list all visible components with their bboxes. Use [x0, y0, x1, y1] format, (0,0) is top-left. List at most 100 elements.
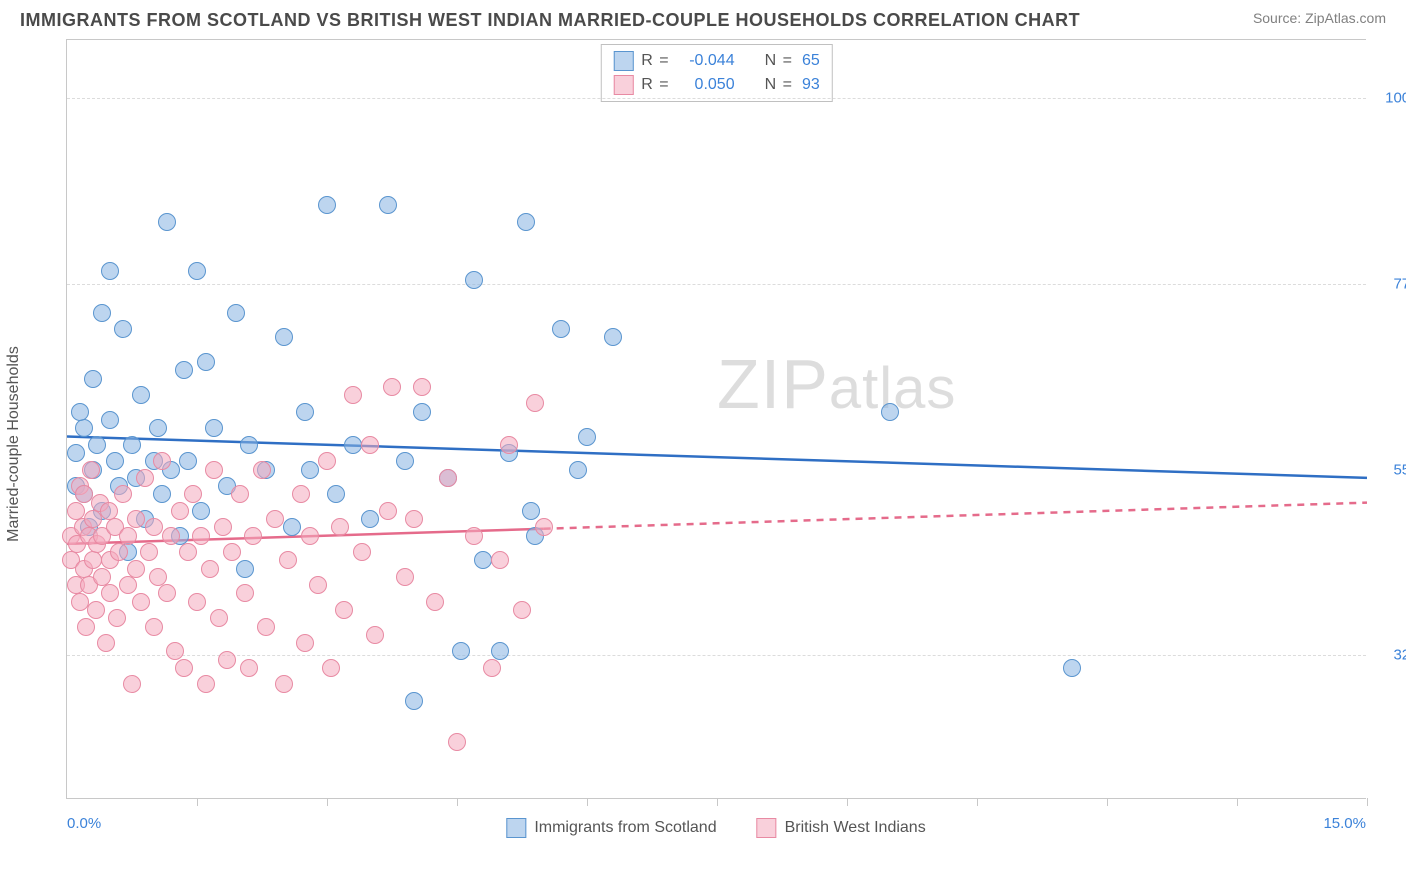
data-point [188, 593, 206, 611]
data-point [283, 518, 301, 536]
data-point [257, 618, 275, 636]
data-point [236, 560, 254, 578]
data-point [145, 618, 163, 636]
data-point [491, 642, 509, 660]
data-point [253, 461, 271, 479]
legend-stats: R = -0.044N = 65R = 0.050N = 93 [600, 44, 832, 102]
data-point [184, 485, 202, 503]
gridline [67, 284, 1366, 285]
x-tick [197, 798, 198, 806]
data-point [75, 419, 93, 437]
data-point [405, 692, 423, 710]
data-point [426, 593, 444, 611]
data-point [119, 527, 137, 545]
data-point [123, 436, 141, 454]
data-point [526, 394, 544, 412]
data-point [136, 469, 154, 487]
legend-label: British West Indians [785, 819, 926, 837]
data-point [140, 543, 158, 561]
y-tick-label: 32.5% [1376, 647, 1406, 664]
data-point [569, 461, 587, 479]
stat-R-value: -0.044 [679, 49, 735, 73]
data-point [552, 320, 570, 338]
data-point [244, 527, 262, 545]
data-point [301, 527, 319, 545]
stat-N-label: N = [765, 49, 794, 73]
x-tick [1367, 798, 1368, 806]
data-point [153, 452, 171, 470]
y-tick-label: 77.5% [1376, 275, 1406, 292]
data-point [82, 461, 100, 479]
data-point [166, 642, 184, 660]
data-point [448, 733, 466, 751]
data-point [77, 618, 95, 636]
data-point [97, 634, 115, 652]
x-tick [1237, 798, 1238, 806]
data-point [604, 328, 622, 346]
x-tick [327, 798, 328, 806]
data-point [578, 428, 596, 446]
legend-stat-row: R = 0.050 N = 93 [613, 73, 819, 97]
legend-item: British West Indians [757, 818, 926, 838]
data-point [149, 419, 167, 437]
data-point [106, 452, 124, 470]
data-point [366, 626, 384, 644]
gridline [67, 655, 1366, 656]
x-tick [977, 798, 978, 806]
stat-R-value: 0.050 [679, 73, 735, 97]
data-point [396, 568, 414, 586]
data-point [101, 262, 119, 280]
data-point [517, 213, 535, 231]
legend-swatch [757, 818, 777, 838]
data-point [158, 213, 176, 231]
data-point [379, 502, 397, 520]
data-point [474, 551, 492, 569]
data-point [158, 584, 176, 602]
data-point [344, 436, 362, 454]
data-point [88, 436, 106, 454]
data-point [327, 485, 345, 503]
stat-N-value: 93 [802, 73, 820, 97]
data-point [331, 518, 349, 536]
data-point [223, 543, 241, 561]
trend-lines [67, 40, 1367, 800]
data-point [153, 485, 171, 503]
data-point [301, 461, 319, 479]
data-point [535, 518, 553, 536]
data-point [205, 419, 223, 437]
x-min-label: 0.0% [67, 815, 101, 832]
legend-swatch [613, 51, 633, 71]
data-point [93, 304, 111, 322]
legend-swatch [613, 75, 633, 95]
gridline [67, 98, 1366, 99]
data-point [465, 527, 483, 545]
data-point [197, 353, 215, 371]
data-point [275, 675, 293, 693]
data-point [108, 609, 126, 627]
source-link[interactable]: ZipAtlas.com [1305, 10, 1386, 26]
data-point [110, 543, 128, 561]
chart-header: IMMIGRANTS FROM SCOTLAND VS BRITISH WEST… [0, 0, 1406, 39]
data-point [483, 659, 501, 677]
data-point [1063, 659, 1081, 677]
data-point [240, 659, 258, 677]
stat-N-label: N = [765, 73, 794, 97]
data-point [101, 584, 119, 602]
data-point [87, 601, 105, 619]
data-point [881, 403, 899, 421]
data-point [452, 642, 470, 660]
data-point [396, 452, 414, 470]
source-prefix: Source: [1253, 10, 1305, 26]
data-point [179, 452, 197, 470]
legend-swatch [506, 818, 526, 838]
data-point [114, 485, 132, 503]
data-point [361, 436, 379, 454]
data-point [439, 469, 457, 487]
watermark: ZIPatlas [717, 344, 956, 424]
data-point [344, 386, 362, 404]
data-point [513, 601, 531, 619]
data-point [218, 651, 236, 669]
stat-R-label: R = [641, 73, 670, 97]
data-point [236, 584, 254, 602]
data-point [413, 378, 431, 396]
